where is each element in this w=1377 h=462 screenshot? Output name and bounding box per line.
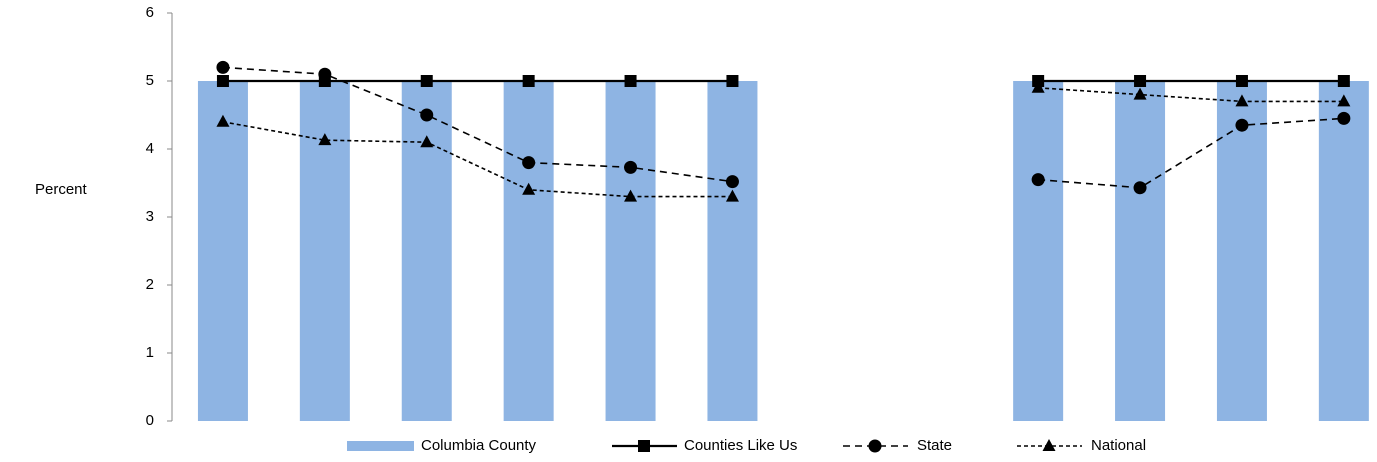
y-tick-label: 0 (146, 412, 154, 429)
marker (522, 156, 536, 170)
bar (1318, 81, 1369, 421)
bar (299, 81, 350, 421)
marker (624, 189, 638, 202)
y-tick-label: 4 (146, 140, 154, 157)
marker (1235, 94, 1249, 107)
y-tick-label: 3 (146, 208, 154, 225)
y-tick-label: 2 (146, 276, 154, 293)
marker (1134, 75, 1147, 87)
marker (216, 114, 230, 127)
marker (1235, 75, 1248, 87)
marker (420, 108, 434, 122)
y-tick-label: 6 (146, 4, 154, 21)
marker (1133, 87, 1147, 100)
marker (624, 160, 638, 174)
marker (420, 135, 434, 148)
marker (1133, 181, 1147, 195)
y-axis-label: Percent (35, 181, 88, 198)
legend-label: Columbia County (421, 437, 537, 454)
bar (503, 81, 554, 421)
bar (1115, 81, 1166, 421)
marker (1235, 118, 1249, 132)
marker (725, 175, 739, 189)
legend-label: State (917, 437, 952, 454)
y-tick-label: 5 (146, 72, 154, 89)
marker (420, 75, 433, 87)
marker (726, 75, 739, 87)
marker (1337, 94, 1351, 107)
bar (197, 81, 248, 421)
legend-marker (638, 440, 650, 452)
marker (318, 67, 332, 81)
marker (216, 75, 229, 87)
marker (1337, 111, 1351, 125)
marker (725, 189, 739, 202)
marker (318, 133, 332, 146)
marker (216, 60, 230, 74)
line (222, 87, 1344, 198)
marker (1031, 80, 1045, 93)
line (222, 66, 1344, 189)
marker (1337, 75, 1350, 87)
bar (1013, 81, 1064, 421)
marker (1031, 173, 1045, 187)
bar (1216, 81, 1267, 421)
legend-marker (1042, 439, 1056, 451)
marker (522, 182, 536, 195)
y-tick-label: 1 (146, 344, 154, 361)
legend-swatch (347, 441, 414, 451)
marker (522, 75, 535, 87)
legend-marker (868, 439, 882, 453)
legend-label: National (1091, 437, 1146, 454)
bar (605, 81, 656, 421)
marker (624, 75, 637, 87)
bar (401, 81, 452, 421)
legend-label: Counties Like Us (684, 437, 797, 454)
bar (707, 81, 758, 421)
